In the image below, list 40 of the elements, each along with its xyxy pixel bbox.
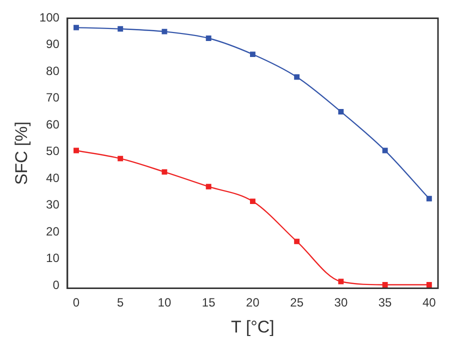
point [74, 24, 79, 30]
x-tick-label: 10 [158, 296, 172, 310]
point [294, 74, 300, 80]
point [162, 169, 168, 175]
point [74, 148, 79, 154]
point [162, 28, 168, 34]
x-tick-label: 35 [378, 296, 392, 310]
x-tick-label: 0 [72, 296, 80, 310]
x-tick-label: 30 [334, 296, 348, 310]
point [206, 184, 212, 190]
x-axis-title: T [°C] [231, 317, 274, 336]
x-tick-label: 5 [117, 296, 124, 310]
point [382, 282, 388, 288]
y-tick-label: 100 [39, 10, 60, 25]
point [426, 196, 432, 202]
y-tick-label: 30 [46, 198, 60, 212]
point [206, 36, 212, 41]
y-tick-label: 70 [46, 90, 60, 105]
y-axis-title: SFC [%] [12, 122, 31, 185]
point [250, 52, 256, 58]
y-tick-label: 60 [46, 117, 60, 132]
y-tick-label: 90 [46, 37, 60, 52]
point [426, 282, 432, 288]
point [118, 26, 124, 32]
y-tick-label: 40 [46, 170, 60, 185]
y-tick-label: 80 [46, 64, 60, 78]
y-tick-label: 10 [46, 251, 60, 266]
y-tick-label: 0 [52, 278, 60, 292]
x-tick-label: 25 [290, 296, 304, 310]
x-tick-label: 40 [422, 296, 436, 310]
point [338, 278, 344, 284]
point [382, 148, 388, 154]
y-tick-label: 50 [46, 144, 60, 158]
point [338, 109, 344, 114]
point [294, 238, 300, 244]
x-tick-label: 15 [202, 296, 216, 310]
y-tick-label: 20 [46, 224, 60, 238]
point [118, 156, 124, 162]
point [250, 198, 256, 204]
x-tick-label: 20 [246, 296, 260, 310]
